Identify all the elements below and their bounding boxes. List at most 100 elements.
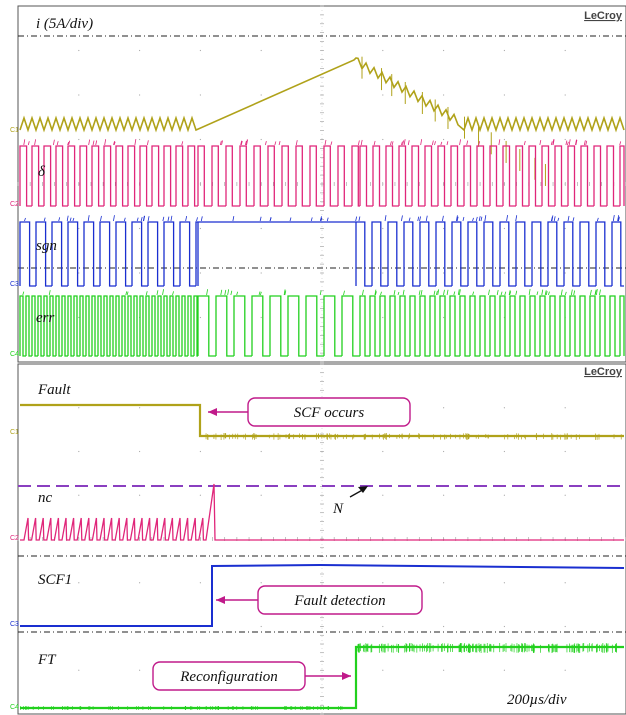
trace-duty-noise [324,139,327,146]
trace-duty-noise [68,140,71,146]
trace-sgn-noise [326,217,329,222]
grid-dot [443,138,445,141]
trace-duty-noise [295,140,298,146]
bottom-panel-traces: C1 C2 C3 C4 [10,403,626,711]
trace-duty-noise [264,141,267,146]
trace-duty-noise [244,140,247,146]
threshold-pointer-head [358,486,368,493]
bottom-label-fault: Fault [37,382,71,398]
grid-dot [443,316,445,319]
trace-sgn-noise [162,216,165,222]
grid-dot [443,494,445,496]
arrow-scf-occurs-head [208,408,217,416]
trace-duty-noise [619,141,622,146]
trace-duty-noise [391,141,394,146]
trace-err-noise [393,290,396,296]
trace-err-noise [319,290,322,296]
callout-arrows [208,408,351,680]
trace-sgn-noise [355,216,358,222]
trace-err-noise [472,291,475,296]
trace-err-noise [259,291,262,296]
trace-duty-noise [552,139,555,146]
trace-err-noise [453,291,456,296]
grid-dot [564,625,566,628]
trace-duty-noise [401,141,403,146]
trace-duty-noise [407,140,410,146]
trace-duty-noise [446,141,449,146]
trace-err-noise [573,290,576,296]
trace-sgn-noise [401,215,403,222]
trace-duty-noise [539,140,542,146]
trace-err-noise [283,289,286,296]
trace-sgn-noise [484,215,487,222]
trace-sgn-noise [136,217,139,222]
trace-err-noise [220,289,223,296]
trace-sgn-noise [408,217,411,222]
trace-err-noise [500,291,503,296]
grid-dot [139,272,141,274]
trace-sgn-noise [289,217,292,222]
trace-err-noise [458,289,461,296]
grid-dot [443,49,445,52]
channel-tag-c4: C4 [10,704,19,711]
trace-sgn-noise [462,216,465,222]
channel-tag-c4: C4 [10,351,19,358]
trace-duty-noise [565,140,568,146]
trace-sgn-noise [142,215,145,222]
grid-dot [503,625,505,628]
trace-err-noise [548,291,550,296]
grid-dot [78,94,80,96]
trace-duty-noise [67,141,70,146]
trace-duty-noise [134,139,137,146]
callout-fault-detection: Fault detection [257,585,423,615]
grid-dot [503,582,505,584]
trace-fault [20,403,624,438]
grid-dot [78,138,80,141]
trace-err-noise [418,290,421,296]
grid-dot [564,272,566,274]
grid-dot [321,625,323,628]
grid-dot [564,450,566,453]
trace-duty-noise [92,140,95,146]
trace-err-noise [374,289,377,296]
trace-sgn-noise [140,216,143,222]
trace-sgn-noise [69,217,72,222]
grid-dot [78,316,80,319]
grid-dot [503,49,505,52]
trace-err-noise [509,291,512,296]
trace-duty-noise [420,139,423,146]
trace-duty-noise [567,141,569,146]
trace-err-noise [570,289,573,296]
grid-dot [382,450,384,453]
trace-err-noise [375,291,377,296]
trace-sgn-noise [456,216,459,222]
grid-dot [382,494,384,496]
trace-sgn-noise [572,217,575,222]
trace-duty-noise [360,139,363,146]
callout-reconfiguration: Reconfiguration [152,661,306,691]
trace-duty-noise [434,141,436,146]
trace-duty-noise [146,140,149,146]
trace-duty-noise [585,140,588,146]
callout-scf-occurs-text: SCF occurs [294,405,365,421]
grid-dot [139,138,141,141]
trace-sgn-noise [478,216,481,222]
top-panel-traces: C1 C2 C3 C4 [10,35,626,358]
trace-sgn-noise [506,215,508,222]
trace-sgn-noise [259,216,262,222]
trace-duty [19,145,625,207]
grid-dot [78,494,80,496]
trace-duty-noise [459,139,461,146]
trace-duty-noise [568,139,571,146]
grid-dot [139,494,141,496]
trace-err-noise [504,291,507,296]
channel-tag-c1: C1 [10,429,19,436]
grid-dot [564,94,566,96]
trace-sgn-noise [43,217,46,222]
grid-dot [443,625,445,628]
trace-sgn-noise [567,215,570,222]
trace-duty-noise [53,139,55,146]
top-brand-label: LeCroy [584,10,623,22]
trace-err-noise [528,288,531,296]
